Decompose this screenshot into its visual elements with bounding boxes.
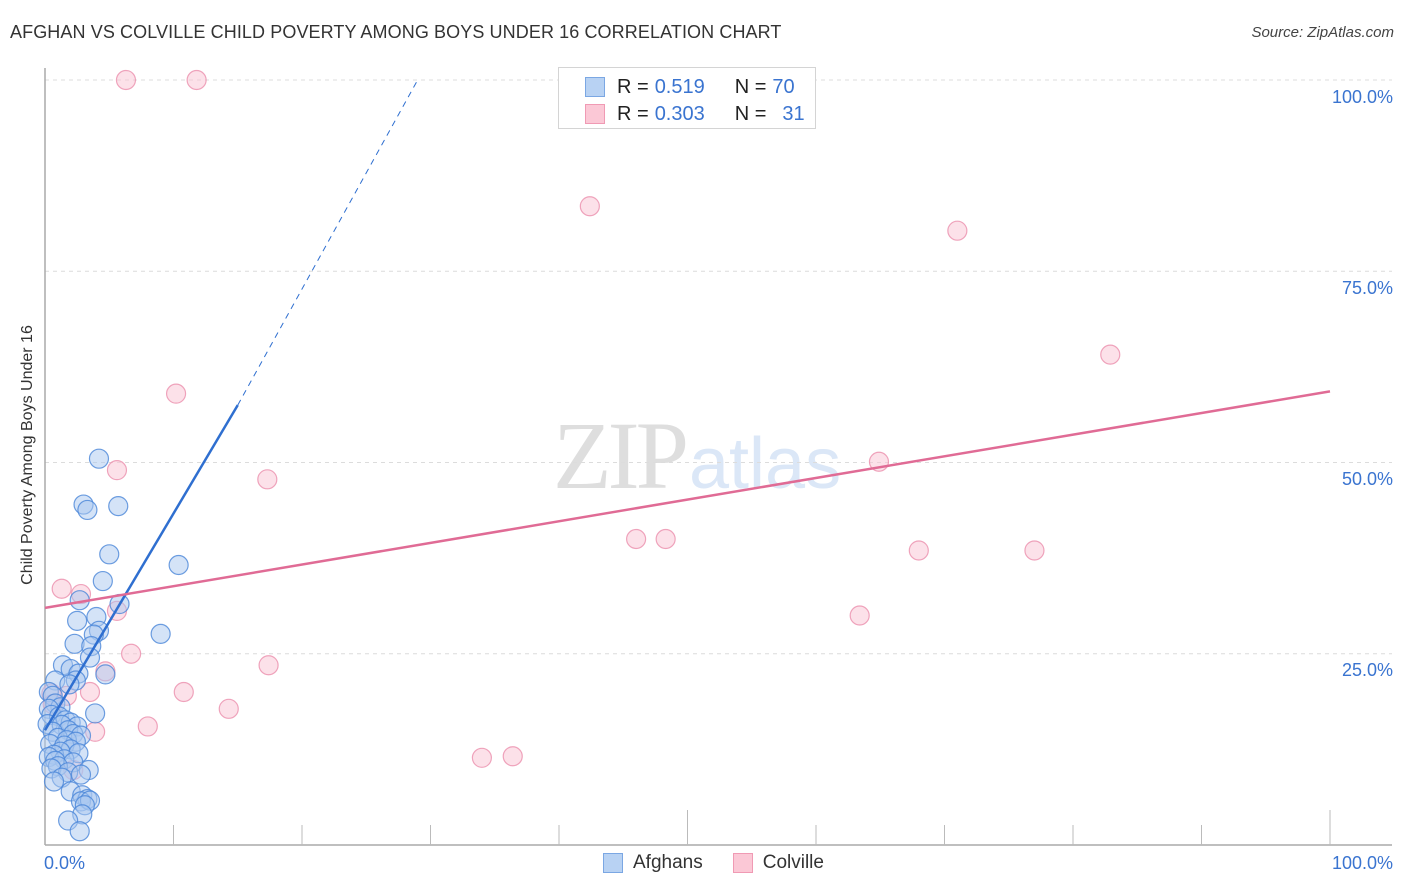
afghans-swatch bbox=[585, 77, 605, 97]
axes bbox=[44, 68, 1392, 846]
data-point[interactable] bbox=[79, 681, 101, 703]
data-point[interactable] bbox=[99, 544, 120, 565]
legend-row-afghans: R = 0.519 N = 70 bbox=[585, 75, 795, 99]
data-point[interactable] bbox=[257, 469, 278, 490]
data-point[interactable] bbox=[502, 746, 523, 767]
data-point[interactable] bbox=[471, 747, 492, 768]
r-label: R = bbox=[617, 75, 649, 98]
n-value: 70 bbox=[772, 75, 795, 98]
y-tick-75: 75.0% bbox=[1341, 278, 1393, 298]
afghans-swatch bbox=[603, 853, 623, 873]
legend-item-colville[interactable]: Colville bbox=[732, 852, 824, 874]
data-point[interactable] bbox=[150, 623, 171, 644]
data-point[interactable] bbox=[64, 633, 85, 654]
data-point[interactable] bbox=[108, 496, 129, 517]
data-point[interactable] bbox=[137, 716, 158, 737]
data-point[interactable] bbox=[258, 655, 279, 676]
n-label: N = bbox=[734, 75, 767, 98]
data-point[interactable] bbox=[579, 196, 600, 217]
data-point[interactable] bbox=[218, 698, 239, 719]
y-tick-25: 25.0% bbox=[1341, 660, 1393, 680]
data-point[interactable] bbox=[51, 578, 72, 599]
n-value: 31 bbox=[782, 102, 805, 125]
correlation-legend: R = 0.519 N = 70 R = 0.303 N = 31 bbox=[558, 67, 816, 129]
data-point[interactable] bbox=[106, 460, 128, 481]
colville-swatch bbox=[732, 853, 753, 873]
trend-lines bbox=[43, 79, 1331, 731]
data-point[interactable] bbox=[186, 69, 207, 91]
data-point[interactable] bbox=[85, 703, 106, 724]
data-point[interactable] bbox=[849, 605, 870, 626]
r-value: 0.303 bbox=[654, 102, 705, 125]
afghans-trend-extension bbox=[237, 79, 419, 406]
x-tick-min: 0.0% bbox=[44, 853, 86, 873]
r-label: R = bbox=[617, 102, 649, 125]
y-tick-50: 50.0% bbox=[1341, 469, 1393, 489]
data-point[interactable] bbox=[120, 643, 142, 664]
data-point[interactable] bbox=[95, 664, 116, 685]
data-point[interactable] bbox=[165, 383, 187, 404]
data-point[interactable] bbox=[92, 570, 113, 592]
colville-points bbox=[41, 69, 1121, 781]
gridlines bbox=[45, 79, 1392, 655]
data-point[interactable] bbox=[168, 554, 189, 576]
data-point[interactable] bbox=[908, 540, 929, 561]
legend-row-colville: R = 0.303 N = 31 bbox=[585, 102, 805, 126]
y-tick-100: 100.0% bbox=[1331, 87, 1393, 107]
legend-label-colville: Colville bbox=[762, 852, 824, 873]
source-credit: Source: ZipAtlas.com bbox=[1251, 24, 1394, 41]
data-point[interactable] bbox=[77, 499, 98, 521]
legend-item-afghans[interactable]: Afghans bbox=[603, 852, 703, 874]
colville-swatch bbox=[585, 104, 605, 124]
afghans-trend-line bbox=[43, 404, 239, 731]
x-tick-max: 100.0% bbox=[1331, 853, 1393, 873]
chart-title: AFGHAN VS COLVILLE CHILD POVERTY AMONG B… bbox=[10, 22, 782, 42]
r-value: 0.519 bbox=[654, 75, 705, 98]
data-point[interactable] bbox=[947, 220, 968, 241]
colville-trend-line bbox=[44, 390, 1331, 610]
series-legend: Afghans Colville bbox=[603, 852, 854, 874]
data-point[interactable] bbox=[115, 69, 137, 91]
data-point[interactable] bbox=[173, 681, 194, 703]
data-point[interactable] bbox=[1100, 344, 1121, 365]
n-label: N = bbox=[734, 102, 767, 125]
data-point[interactable] bbox=[70, 764, 92, 785]
afghans-points bbox=[37, 448, 189, 842]
data-point[interactable] bbox=[88, 448, 110, 469]
data-point[interactable] bbox=[69, 821, 90, 842]
data-point[interactable] bbox=[67, 610, 88, 631]
data-point[interactable] bbox=[625, 528, 647, 550]
data-point[interactable] bbox=[655, 528, 676, 550]
data-point[interactable] bbox=[43, 771, 65, 792]
data-point[interactable] bbox=[1024, 540, 1045, 561]
legend-label-afghans: Afghans bbox=[633, 852, 703, 873]
